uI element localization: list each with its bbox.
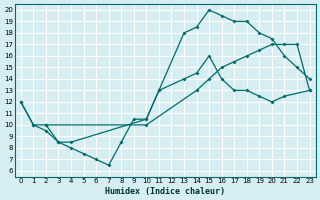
X-axis label: Humidex (Indice chaleur): Humidex (Indice chaleur) <box>105 187 225 196</box>
